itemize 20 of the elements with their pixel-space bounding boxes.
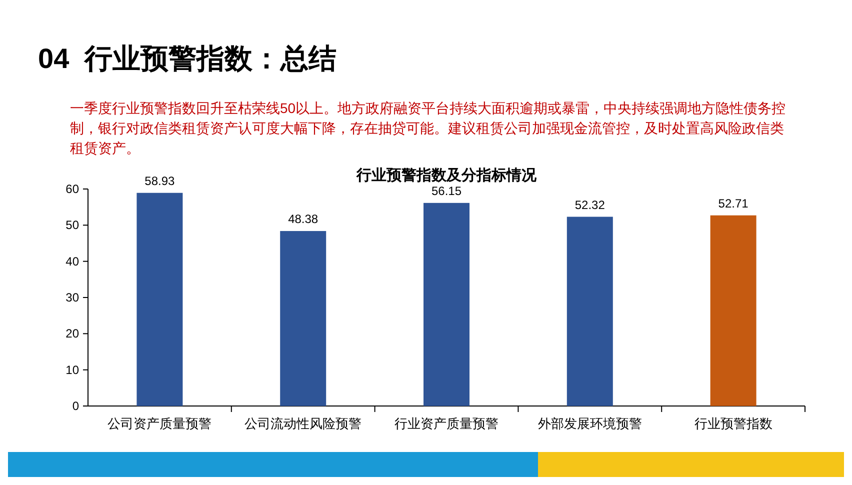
x-tick-label: 行业预警指数 bbox=[694, 416, 772, 431]
y-tick-label: 0 bbox=[72, 399, 80, 413]
text: 一季度行业预警指数回升至枯荣线50以上。地方政府融资平台持续大面积逾期或暴雷，中央持续强调地方隐性债务控制，银行对政信类租赁资产认可度大幅下降，存在抽贷可能。建议租赁公司加强现金流管控，及时处置高风险政信类租赁资产。 bbox=[70, 99, 787, 158]
x-tick-label: 公司资产质量预警 bbox=[108, 416, 212, 431]
y-tick-label: 40 bbox=[66, 254, 80, 268]
y-tick-label: 10 bbox=[66, 362, 80, 377]
data-label: 52.71 bbox=[718, 196, 749, 210]
y-tick-label: 60 bbox=[66, 182, 80, 196]
x-tick-label: 行业资产质量预警 bbox=[394, 416, 498, 431]
data-label: 58.93 bbox=[144, 174, 176, 188]
y-tick-label: 50 bbox=[66, 218, 80, 232]
y-tick-label: 20 bbox=[66, 326, 80, 341]
data-label: 56.15 bbox=[431, 184, 462, 198]
data-label: 48.38 bbox=[288, 212, 318, 226]
chart-title: 行业预警指数及分指标情况 bbox=[356, 167, 538, 184]
y-tick-label: 30 bbox=[66, 290, 80, 304]
x-tick-label: 公司流动性风险预警 bbox=[244, 416, 362, 431]
x-tick-label: 外部发展环境预警 bbox=[538, 416, 642, 431]
data-label: 52.32 bbox=[574, 198, 606, 212]
text: 04 行业预警指数：总结 bbox=[38, 42, 337, 76]
